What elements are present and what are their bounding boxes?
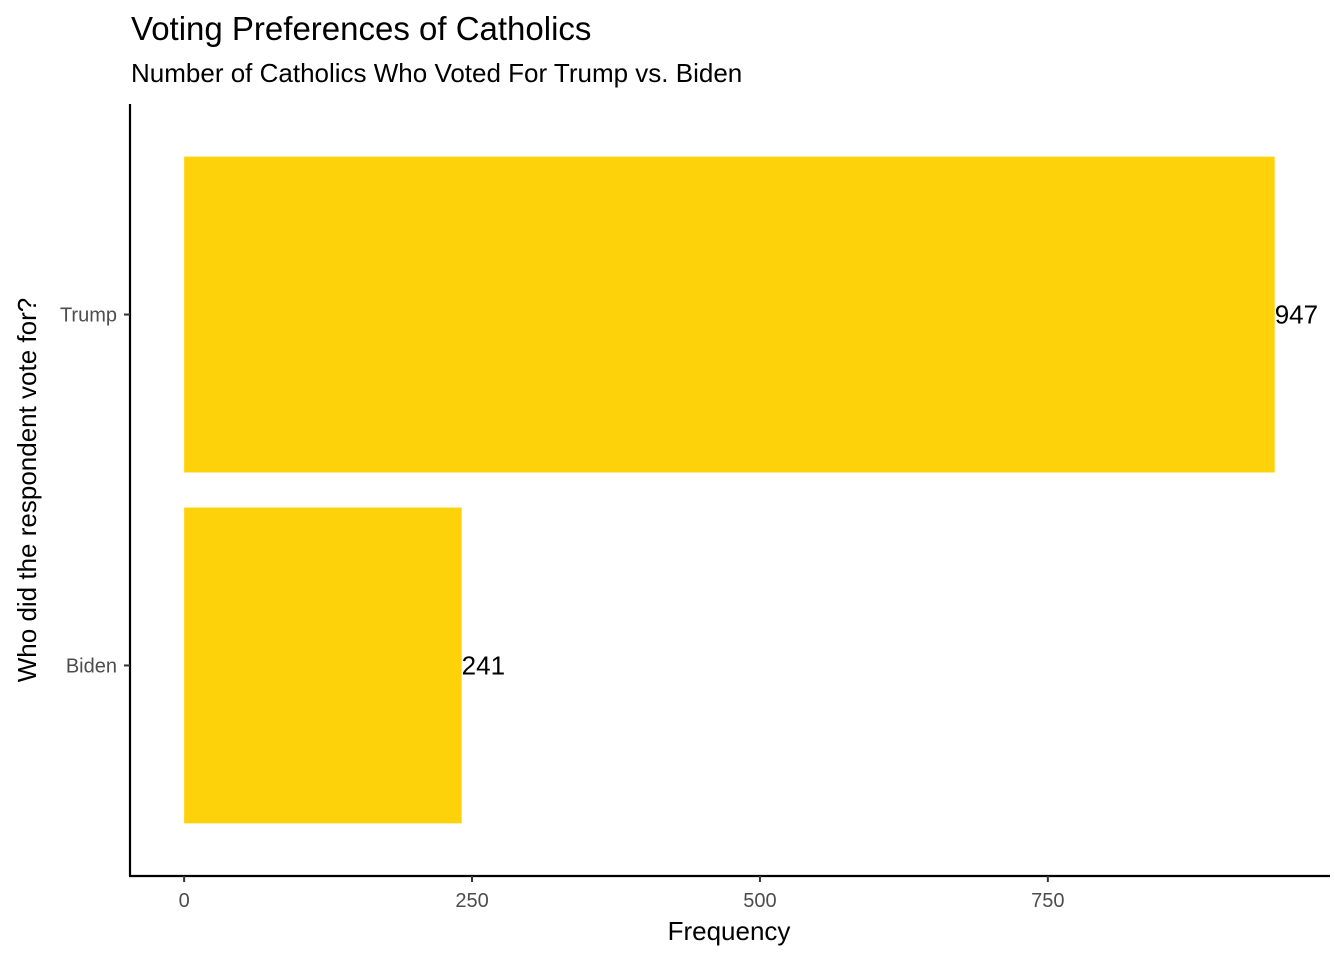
data-label-biden: 241 [462, 650, 505, 680]
bar-biden [184, 507, 462, 824]
bars-group [184, 156, 1275, 824]
x-tick-label-750: 750 [1031, 890, 1064, 912]
y-axis-title: Who did the respondent vote for? [12, 298, 42, 682]
y-axis-ticks: Trump Biden [60, 305, 130, 677]
chart-title: Voting Preferences of Catholics [131, 10, 591, 47]
x-tick-label-0: 0 [179, 890, 190, 912]
data-labels-group: 947 241 [462, 300, 1318, 681]
data-label-trump: 947 [1275, 300, 1318, 330]
chart-subtitle: Number of Catholics Who Voted For Trump … [131, 58, 742, 88]
x-tick-label-250: 250 [455, 890, 488, 912]
x-axis-title: Frequency [668, 916, 791, 946]
y-tick-label-biden: Biden [66, 655, 117, 677]
x-axis-ticks: 0 250 500 750 [179, 876, 1065, 912]
x-tick-label-500: 500 [743, 890, 776, 912]
y-tick-label-trump: Trump [60, 305, 117, 327]
bar-trump [184, 156, 1275, 473]
